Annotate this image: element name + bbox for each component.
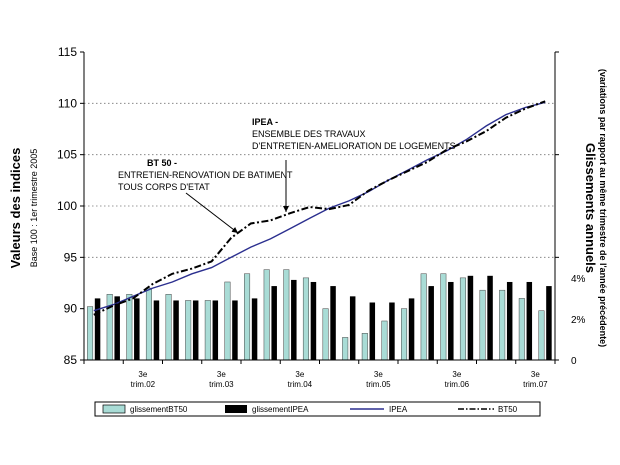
bar-glissementbt50 [342,337,349,361]
y-right-tick-label: 2% [571,315,586,326]
bar-glissementbt50 [185,300,192,361]
bar-glissementipea [526,281,533,360]
annotation-ipea-line-1: ENSEMBLE DES TRAVAUX [252,129,366,139]
y-left-tick-label: 95 [64,250,78,264]
annotation-ipea: IPEA - ENSEMBLE DES TRAVAUX D'ENTRETIEN-… [252,117,456,212]
bar-glissementipea [428,286,434,360]
legend-label-bt50: BT50 [498,405,518,414]
legend-label-glissementipea: glissementIPEA [252,405,309,414]
bars-layer [87,269,552,361]
bar-glissementipea [271,286,277,360]
y-left-tick-label: 100 [57,199,77,213]
annotation-bt50-line-1: ENTRETIEN-RENOVATION DE BATIMENT [118,170,293,180]
bar-glissementipea [173,300,179,360]
bar-glissementipea [546,286,552,360]
bar-glissementipea [94,298,101,360]
annotation-ipea-line-2: D'ENTRETIEN-AMELIORATION DE LOGEMENTS [252,141,456,151]
y-right-sublabel: (variations par rapport au même trimestr… [598,69,608,347]
lines-layer [93,100,546,316]
bar-glissementipea [330,286,336,360]
bar-glissementipea [369,302,376,360]
legend-swatch-glissementipea [225,405,247,413]
bar-glissementbt50 [283,269,290,361]
y-right-tick-label: 0 [571,356,577,367]
x-tick-label: 3e [374,370,383,379]
bar-glissementipea [251,298,258,360]
legend: glissementBT50 glissementIPEA IPEA BT50 [94,401,541,417]
bar-glissementipea [506,281,513,360]
x-tick-label: trim.02 [131,380,156,389]
bar-glissementipea [153,300,160,360]
y-left-tick-label: 90 [64,302,78,316]
y-right-label: Glissements annuels [583,143,598,273]
x-tick-label: trim.07 [523,380,548,389]
bar-glissementbt50 [401,308,408,361]
x-tick-label: 3e [531,370,540,379]
bar-glissementbt50 [420,273,427,361]
bar-glissementipea [212,300,219,360]
bar-glissementbt50 [204,300,211,361]
bar-glissementipea [389,302,395,360]
annotation-bt50-title: BT 50 - [147,158,177,168]
legend-swatch-glissementbt50 [102,404,126,414]
x-tick-label: trim.06 [445,380,470,389]
legend-label-glissementbt50: glissementBT50 [130,405,188,414]
bar-glissementbt50 [499,289,506,361]
bar-glissementbt50 [145,287,152,361]
legend-box [94,401,541,417]
bar-glissementbt50 [165,294,172,361]
line-ipea [93,101,546,312]
gridlines [84,102,555,258]
bar-glissementipea [310,281,317,360]
axes-layer: 85909510010511011502%4%3etrim.023etrim.0… [57,45,586,389]
bar-glissementipea [114,296,120,360]
bar-glissementbt50 [224,281,231,361]
bar-glissementipea [408,298,415,360]
annotation-ipea-title: IPEA - [252,117,278,127]
bar-glissementipea [467,275,474,360]
annotation-bt50-line-2: TOUS CORPS D'ETAT [118,182,210,192]
annotation-bt50-arrow [185,192,239,234]
bar-glissementipea [232,300,238,360]
bar-glissementipea [291,279,297,360]
bar-glissementbt50 [322,308,329,361]
x-tick-label: trim.04 [288,380,313,389]
line-bt50 [93,100,546,316]
bar-glissementbt50 [440,273,447,361]
bar-glissementbt50 [459,277,466,361]
bar-glissementbt50 [263,269,270,361]
y-left-tick-label: 105 [57,148,77,162]
x-tick-label: 3e [138,370,147,379]
x-tick-label: 3e [217,370,226,379]
bar-glissementipea [349,296,356,360]
bar-glissementbt50 [126,294,133,361]
bar-glissementbt50 [518,298,525,361]
y-right-tick-label: 4% [571,274,586,285]
x-tick-label: 3e [452,370,461,379]
annotation-bt50: BT 50 - ENTRETIEN-RENOVATION DE BATIMENT… [118,158,293,234]
y-left-label: Valeurs des indices [8,148,23,269]
bar-glissementipea [192,300,199,360]
bar-glissementbt50 [106,294,113,361]
x-tick-label: 3e [295,370,304,379]
bar-glissementbt50 [381,320,388,361]
x-tick-label: trim.03 [209,380,234,389]
bar-glissementbt50 [87,306,94,361]
y-left-tick-label: 115 [58,45,77,59]
y-left-tick-label: 85 [64,353,78,367]
y-left-sublabel: Base 100 : 1er trimestre 2005 [29,149,39,268]
bar-glissementbt50 [244,273,251,361]
bar-glissementipea [448,281,454,360]
bar-glissementbt50 [538,310,545,361]
bar-glissementbt50 [479,289,486,361]
bar-glissementbt50 [361,333,368,361]
y-left-tick-label: 110 [58,96,77,110]
bar-glissementbt50 [302,277,309,361]
bar-glissementipea [134,298,140,360]
x-tick-label: trim.05 [366,380,391,389]
bar-glissementipea [487,275,493,360]
legend-label-ipea: IPEA [389,405,408,414]
